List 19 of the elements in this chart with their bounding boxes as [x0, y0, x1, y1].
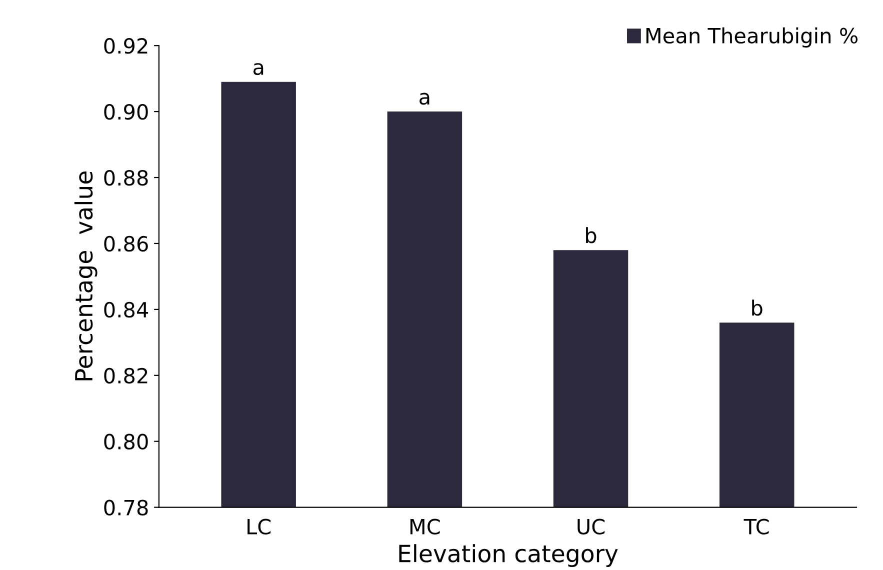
y-tick-label: 0.84: [104, 302, 148, 318]
y-tick-label: 0.78: [104, 500, 148, 516]
y-tick-label: 0.92: [104, 38, 148, 54]
y-tick-label: 0.80: [104, 434, 148, 450]
x-tick-label: LC: [248, 518, 271, 535]
y-tick-label: 0.82: [104, 368, 148, 384]
y-tick-label: 0.86: [104, 236, 148, 252]
x-tick-label: TC: [744, 518, 769, 535]
annotation: b: [752, 300, 762, 316]
x-tick-label: MC: [410, 518, 440, 535]
y-tick-label: 0.90: [104, 104, 148, 120]
x-tick-label: UC: [578, 518, 605, 535]
y-axis-title: Percentage value: [74, 172, 98, 380]
annotation: a: [420, 92, 430, 105]
legend-label: Mean Thearubigin %: [646, 27, 858, 48]
x-axis-title: Elevation category: [399, 544, 618, 567]
annotation: a: [253, 63, 264, 76]
annotation: b: [586, 227, 596, 244]
y-tick-label: 0.88: [104, 170, 148, 186]
